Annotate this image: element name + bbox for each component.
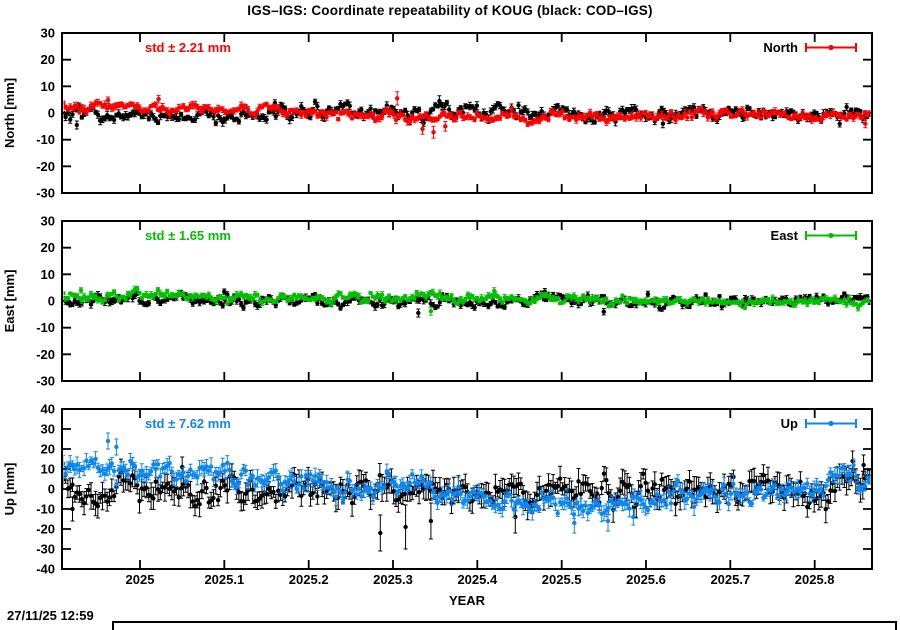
legend-label: East [771, 228, 799, 243]
std-label-north: std ± 2.21 mm [145, 40, 231, 55]
panel-frame [61, 32, 873, 194]
y-tick-label: -30 [36, 186, 55, 201]
y-axis-title-east: East [mm] [2, 270, 17, 333]
y-axis-title-up: Up [mm] [2, 463, 17, 516]
series-up-solution [63, 432, 871, 534]
x-tick-label: 2025.3 [373, 572, 413, 587]
x-tick-labels: 2025 2025.1 2025.2 2025.3 2025.4 2025.5 2025.6… [126, 572, 835, 587]
y-tick-label: 20 [41, 52, 55, 67]
legend-point-sample [828, 44, 834, 51]
legend-point-sample [828, 232, 834, 239]
y-tick-label: -20 [36, 347, 55, 362]
panel-frame [61, 408, 873, 570]
panel-east: 30 20 10 0 -10 -20 -30 East [mm] std ± 1.65 mm Ea… [2, 214, 873, 389]
y-tick-label: -30 [36, 374, 55, 389]
y-tick-label: 30 [41, 422, 55, 437]
y-tick-label: 10 [41, 267, 55, 282]
next-page-frame [112, 621, 897, 630]
panel-north: 30 20 10 0 -10 -20 -30 North [mm] std ± 2.21 mm N… [2, 26, 873, 201]
y-tick-labels: 30 20 10 0 -10 -20 -30 [36, 214, 55, 389]
y-tick-label: 10 [41, 462, 55, 477]
legend-up: Up [781, 416, 857, 431]
series-east-solution [63, 285, 871, 316]
x-axis-title: YEAR [448, 593, 486, 608]
y-tick-label: -30 [36, 542, 55, 557]
y-tick-label: -20 [36, 522, 55, 537]
legend-east: East [771, 228, 857, 243]
x-tick-label: 2025 [126, 572, 155, 587]
y-axis-title-north: North [mm] [2, 78, 17, 148]
std-label-east: std ± 1.65 mm [145, 228, 231, 243]
legend-north: North [763, 40, 857, 55]
y-tick-label: 30 [41, 214, 55, 229]
y-tick-label: -10 [36, 320, 55, 335]
y-tick-label: 10 [41, 79, 55, 94]
legend-label: North [763, 40, 798, 55]
panel-up: 40 30 20 10 0 -10 -20 -30 -40 Up [mm] std ± 7.62 m… [2, 402, 873, 587]
y-tick-label: 0 [48, 106, 55, 121]
x-tick-label: 2025.6 [626, 572, 666, 587]
chart-title: IGS–IGS: Coordinate repeatability of KOU… [247, 3, 653, 18]
y-tick-label: 20 [41, 240, 55, 255]
y-tick-label: 20 [41, 442, 55, 457]
panel-frame [61, 220, 873, 382]
y-tick-label: -10 [36, 132, 55, 147]
y-tick-labels: 30 20 10 0 -10 -20 -30 [36, 26, 55, 201]
x-tick-label: 2025.1 [204, 572, 244, 587]
y-tick-label: 0 [48, 482, 55, 497]
y-tick-label: -10 [36, 502, 55, 517]
x-tick-label: 2025.8 [795, 572, 835, 587]
y-tick-label: 40 [41, 402, 55, 417]
x-tick-label: 2025.2 [289, 572, 329, 587]
plot-timestamp: 27/11/25 12:59 [7, 608, 94, 623]
y-tick-label: 0 [48, 294, 55, 309]
x-tick-label: 2025.7 [710, 572, 750, 587]
y-tick-label: -20 [36, 159, 55, 174]
legend-label: Up [781, 416, 798, 431]
legend-point-sample [828, 420, 834, 427]
y-tick-label: -40 [36, 562, 55, 577]
series-north-reference [63, 95, 871, 130]
std-label-up: std ± 7.62 mm [145, 416, 231, 431]
y-tick-labels: 40 30 20 10 0 -10 -20 -30 -40 [36, 402, 55, 577]
x-tick-label: 2025.4 [457, 572, 498, 587]
y-tick-label: 30 [41, 26, 55, 41]
x-tick-label: 2025.5 [542, 572, 582, 587]
series-north-solution [63, 91, 871, 139]
